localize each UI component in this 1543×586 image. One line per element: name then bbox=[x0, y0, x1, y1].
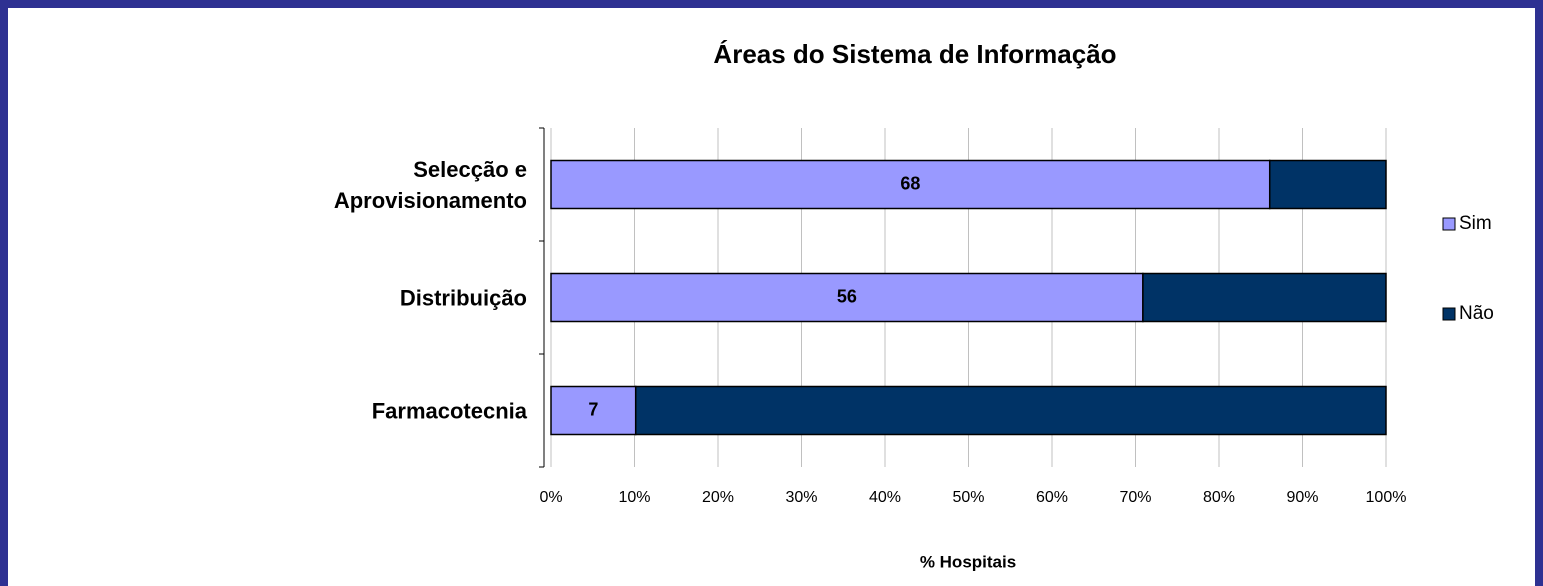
y-tick-label: Selecção e Aprovisionamento bbox=[333, 156, 527, 213]
x-tick-label: 30% bbox=[785, 489, 817, 506]
bar-segment bbox=[1142, 272, 1387, 323]
x-tick-label: 100% bbox=[1366, 489, 1407, 506]
bar-segment bbox=[550, 159, 1271, 210]
x-tick-label: 10% bbox=[618, 489, 650, 506]
bar-segment bbox=[634, 385, 1387, 436]
chart-title: Áreas do Sistema de Informação bbox=[713, 39, 1116, 69]
bar-segment bbox=[550, 385, 637, 436]
y-tick-label: Distribuição bbox=[399, 285, 527, 310]
x-tick-label: 60% bbox=[1036, 489, 1068, 506]
x-tick-label: 80% bbox=[1203, 489, 1235, 506]
x-tick-label: 90% bbox=[1286, 489, 1318, 506]
x-tick-label: 0% bbox=[539, 489, 562, 506]
x-tick-label: 70% bbox=[1119, 489, 1151, 506]
x-tick-label: 20% bbox=[702, 489, 734, 506]
legend-swatch bbox=[1442, 217, 1456, 231]
data-label: 56 bbox=[837, 286, 857, 306]
legend-swatch bbox=[1442, 307, 1456, 321]
x-tick-label: 40% bbox=[869, 489, 901, 506]
y-tick-label: Farmacotecnia bbox=[371, 398, 527, 423]
legend-label: Sim bbox=[1459, 213, 1492, 234]
bar-segment bbox=[1268, 159, 1387, 210]
bar-segment bbox=[550, 272, 1144, 323]
x-tick-label: 50% bbox=[952, 489, 984, 506]
data-label: 7 bbox=[588, 399, 598, 419]
x-axis-title: % Hospitais bbox=[920, 552, 1016, 571]
data-label: 68 bbox=[900, 173, 920, 193]
legend-label: Não bbox=[1459, 303, 1494, 324]
